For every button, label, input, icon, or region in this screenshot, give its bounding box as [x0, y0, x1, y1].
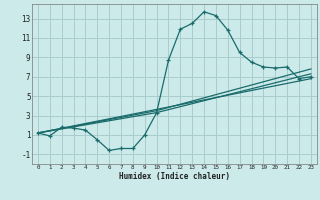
X-axis label: Humidex (Indice chaleur): Humidex (Indice chaleur) — [119, 172, 230, 181]
